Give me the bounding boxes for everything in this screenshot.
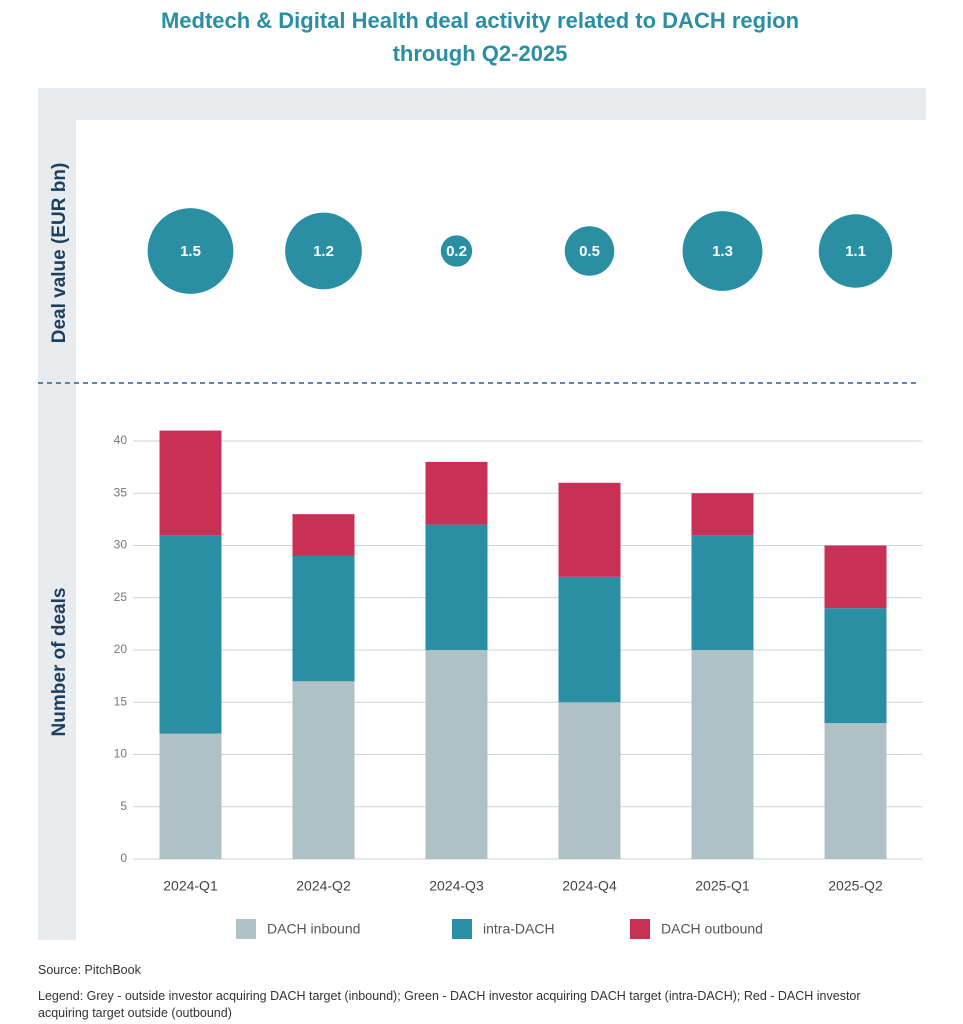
bubble: [564, 226, 615, 276]
y-tick-label: 15: [114, 694, 128, 708]
bubble-y-label: Deal value (EUR bn): [49, 163, 70, 344]
bubble-label: 1.2: [313, 243, 334, 260]
legend-label: intra-DACH: [483, 921, 555, 937]
bar-segment: [558, 576, 621, 703]
bar-segment: [691, 650, 754, 859]
bar-segment: [425, 461, 488, 525]
bar-segment: [558, 482, 621, 577]
bar-segment: [691, 535, 754, 650]
x-tick-label: 2024-Q4: [562, 878, 617, 894]
legend-swatch: [452, 919, 472, 939]
bubble: [285, 212, 362, 290]
bar-segment: [292, 555, 355, 682]
x-tick-label: 2024-Q3: [429, 878, 484, 894]
bar-segment: [824, 545, 887, 609]
bubble-label: 1.3: [712, 243, 733, 260]
y-tick-label: 10: [114, 747, 128, 761]
bubble: [440, 235, 473, 267]
bar-segment: [159, 535, 222, 734]
x-tick-label: 2024-Q1: [163, 878, 218, 894]
legend-swatch: [630, 919, 650, 939]
bar-segment: [824, 608, 887, 724]
y-tick-label: 25: [114, 590, 128, 604]
legend-label: DACH inbound: [267, 921, 360, 937]
bar-segment: [292, 681, 355, 859]
bar-segment: [292, 514, 355, 556]
bubble: [147, 208, 234, 294]
y-tick-label: 0: [120, 851, 127, 865]
source: Source: PitchBook: [38, 963, 141, 977]
bar-segment: [691, 493, 754, 536]
bar-segment: [425, 650, 488, 859]
bubble-label: 0.2: [446, 243, 467, 260]
bar-segment: [159, 733, 222, 859]
bubble: [682, 211, 763, 291]
chart-title: Medtech & Digital Health deal activity r…: [160, 8, 800, 66]
bubble-label: 1.5: [180, 243, 201, 260]
bubble-label: 1.1: [845, 243, 866, 260]
y-tick-label: 30: [114, 538, 128, 552]
legend-swatch: [236, 919, 256, 939]
x-tick-label: 2025-Q1: [695, 878, 750, 894]
chart: Deal value (EUR bn) Number of deals 1.5 1…: [38, 88, 926, 940]
y-tick-label: 40: [114, 433, 128, 447]
y-tick-label: 20: [114, 642, 128, 656]
bar-segment: [159, 430, 222, 536]
x-tick-label: 2024-Q2: [296, 878, 351, 894]
bar-segment: [425, 524, 488, 650]
bubble: [818, 214, 893, 288]
y-tick-label: 5: [120, 799, 127, 813]
legend-label: DACH outbound: [661, 921, 763, 937]
y-tick-label: 35: [114, 485, 128, 499]
bar-segment: [558, 702, 621, 859]
bar-y-label: Number of deals: [49, 588, 70, 737]
bar-segment: [824, 723, 887, 859]
note: Legend: Grey - outside investor acquirin…: [38, 989, 861, 1020]
x-tick-label: 2025-Q2: [828, 878, 883, 894]
bubble-label: 0.5: [579, 243, 600, 260]
